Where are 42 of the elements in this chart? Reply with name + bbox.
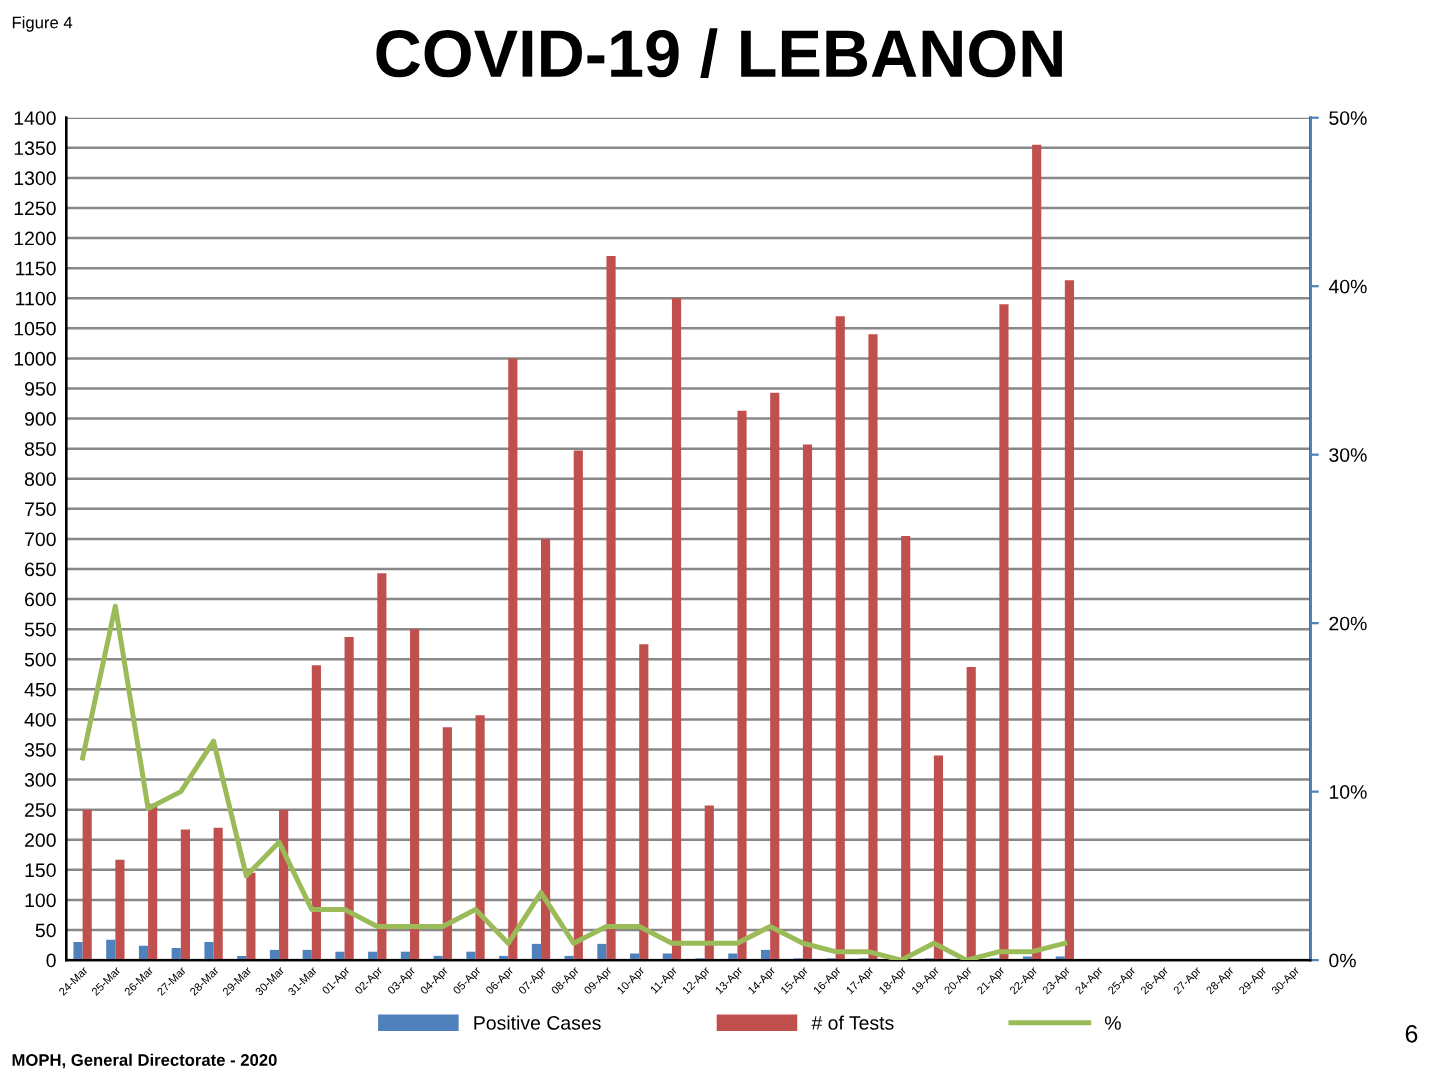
y2-tick-label: 20% bbox=[1329, 616, 1367, 631]
y2-tick-label: 40% bbox=[1328, 279, 1367, 294]
caption: Figure 4 bbox=[12, 16, 73, 32]
y-tick-label: 450 bbox=[24, 682, 56, 697]
y-tick-label: 700 bbox=[25, 532, 56, 547]
y2-tick-label: 10% bbox=[1329, 785, 1367, 799]
y2-tick-label: 30% bbox=[1329, 448, 1367, 462]
legend-label: % bbox=[1104, 1016, 1121, 1030]
y-tick-label: 200 bbox=[25, 833, 56, 848]
y-tick-label: 1050 bbox=[14, 321, 56, 336]
y-tick-label: 850 bbox=[24, 442, 56, 456]
y-tick-label: 800 bbox=[24, 472, 56, 486]
text: MOPH, General Directorate - 2020 bbox=[12, 1053, 277, 1069]
y-tick-label: 1150 bbox=[16, 261, 56, 276]
y-tick-label: 400 bbox=[24, 712, 56, 727]
y-tick-label: 250 bbox=[25, 803, 56, 817]
y-tick-label: 600 bbox=[25, 592, 56, 607]
text: 6 bbox=[1405, 1024, 1418, 1043]
y-tick-label: 1300 bbox=[14, 171, 56, 186]
y2-tick-label: 0% bbox=[1329, 953, 1356, 968]
y-tick-label: 750 bbox=[25, 502, 56, 517]
y-tick-label: 50 bbox=[35, 923, 56, 938]
y-tick-label: 950 bbox=[24, 381, 56, 396]
legend-label: Positive Cases bbox=[474, 1015, 601, 1030]
y-tick-label: 550 bbox=[24, 622, 56, 637]
y-tick-label: 100 bbox=[25, 893, 56, 908]
chart-title: COVID-19 / LEBANON bbox=[376, 28, 1062, 78]
y-tick-label: 500 bbox=[24, 652, 56, 667]
y-tick-label: 1100 bbox=[16, 291, 56, 306]
y-tick-label: 1250 bbox=[14, 201, 56, 216]
y-tick-label: 900 bbox=[24, 412, 56, 426]
y-tick-label: 0 bbox=[46, 953, 56, 968]
y2-tick-label: 50% bbox=[1329, 111, 1367, 125]
y-tick-label: 1400 bbox=[14, 111, 56, 125]
y-tick-label: 1350 bbox=[14, 141, 56, 156]
y-tick-label: 1200 bbox=[14, 231, 56, 246]
legend-label: # of Tests bbox=[811, 1015, 894, 1030]
y-tick-label: 150 bbox=[25, 863, 56, 878]
y-tick-label: 650 bbox=[25, 562, 56, 577]
y-tick-label: 1000 bbox=[14, 351, 56, 366]
y-tick-label: 300 bbox=[24, 773, 56, 787]
y-tick-label: 350 bbox=[24, 742, 56, 757]
